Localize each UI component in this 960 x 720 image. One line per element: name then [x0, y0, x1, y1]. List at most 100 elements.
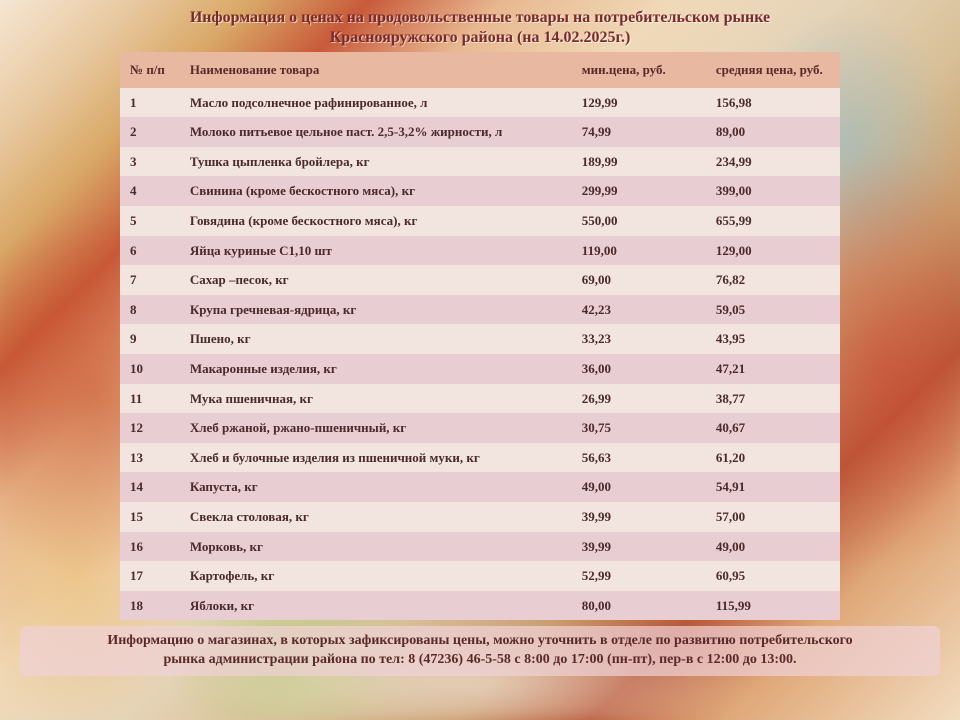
table-row: 2Молоко питьевое цельное паст. 2,5-3,2% … — [120, 117, 840, 147]
title-line1: Информация о ценах на продовольственные … — [190, 9, 770, 26]
table-row: 16Морковь, кг39,9949,00 — [120, 532, 840, 562]
cell-num: 6 — [120, 236, 180, 266]
table-row: 3Тушка цыпленка бройлера, кг189,99234,99 — [120, 147, 840, 177]
col-header-avg: средняя цена, руб. — [706, 52, 840, 88]
footer-line1: Информацию о магазинах, в которых зафикс… — [107, 633, 852, 648]
cell-avg: 655,99 — [706, 206, 840, 236]
cell-num: 1 — [120, 88, 180, 118]
cell-avg: 234,99 — [706, 147, 840, 177]
cell-min: 56,63 — [572, 443, 706, 473]
cell-min: 189,99 — [572, 147, 706, 177]
cell-name: Хлеб ржаной, ржано-пшеничный, кг — [180, 413, 572, 443]
cell-num: 12 — [120, 413, 180, 443]
cell-num: 13 — [120, 443, 180, 473]
cell-name: Сахар –песок, кг — [180, 265, 572, 295]
cell-min: 129,99 — [572, 88, 706, 118]
cell-name: Макаронные изделия, кг — [180, 354, 572, 384]
cell-num: 10 — [120, 354, 180, 384]
cell-name: Свинина (кроме бескостного мяса), кг — [180, 176, 572, 206]
table-row: 8Крупа гречневая-ядрица, кг42,2359,05 — [120, 295, 840, 325]
col-header-num: № п/п — [120, 52, 180, 88]
cell-min: 36,00 — [572, 354, 706, 384]
cell-avg: 399,00 — [706, 176, 840, 206]
cell-min: 80,00 — [572, 591, 706, 621]
cell-num: 15 — [120, 502, 180, 532]
cell-name: Морковь, кг — [180, 532, 572, 562]
cell-min: 33,23 — [572, 324, 706, 354]
cell-avg: 156,98 — [706, 88, 840, 118]
cell-name: Капуста, кг — [180, 472, 572, 502]
cell-num: 8 — [120, 295, 180, 325]
cell-min: 49,00 — [572, 472, 706, 502]
cell-name: Свекла столовая, кг — [180, 502, 572, 532]
price-table-wrap: № п/п Наименование товара мин.цена, руб.… — [120, 52, 840, 620]
cell-num: 4 — [120, 176, 180, 206]
cell-avg: 38,77 — [706, 384, 840, 414]
cell-avg: 54,91 — [706, 472, 840, 502]
table-header-row: № п/п Наименование товара мин.цена, руб.… — [120, 52, 840, 88]
cell-name: Молоко питьевое цельное паст. 2,5-3,2% ж… — [180, 117, 572, 147]
cell-avg: 59,05 — [706, 295, 840, 325]
cell-name: Картофель, кг — [180, 561, 572, 591]
cell-avg: 49,00 — [706, 532, 840, 562]
cell-num: 2 — [120, 117, 180, 147]
cell-min: 52,99 — [572, 561, 706, 591]
cell-min: 39,99 — [572, 502, 706, 532]
cell-num: 18 — [120, 591, 180, 621]
table-row: 17Картофель, кг52,9960,95 — [120, 561, 840, 591]
cell-avg: 115,99 — [706, 591, 840, 621]
cell-min: 26,99 — [572, 384, 706, 414]
cell-name: Яйца куриные С1,10 шт — [180, 236, 572, 266]
cell-name: Пшено, кг — [180, 324, 572, 354]
footer-line2: рынка администрации района по тел: 8 (47… — [163, 652, 796, 667]
table-row: 6Яйца куриные С1,10 шт119,00129,00 — [120, 236, 840, 266]
col-header-name: Наименование товара — [180, 52, 572, 88]
table-row: 11Мука пшеничная, кг26,9938,77 — [120, 384, 840, 414]
cell-avg: 40,67 — [706, 413, 840, 443]
cell-num: 14 — [120, 472, 180, 502]
table-row: 12Хлеб ржаной, ржано-пшеничный, кг30,754… — [120, 413, 840, 443]
cell-avg: 89,00 — [706, 117, 840, 147]
cell-min: 299,99 — [572, 176, 706, 206]
cell-num: 16 — [120, 532, 180, 562]
table-row: 5Говядина (кроме бескостного мяса), кг55… — [120, 206, 840, 236]
cell-avg: 43,95 — [706, 324, 840, 354]
cell-num: 5 — [120, 206, 180, 236]
footer-note: Информацию о магазинах, в которых зафикс… — [20, 626, 940, 676]
table-row: 9Пшено, кг33,2343,95 — [120, 324, 840, 354]
cell-num: 17 — [120, 561, 180, 591]
table-row: 13Хлеб и булочные изделия из пшеничной м… — [120, 443, 840, 473]
cell-min: 30,75 — [572, 413, 706, 443]
cell-num: 3 — [120, 147, 180, 177]
cell-min: 119,00 — [572, 236, 706, 266]
table-row: 18Яблоки, кг80,00115,99 — [120, 591, 840, 621]
cell-avg: 57,00 — [706, 502, 840, 532]
table-row: 10Макаронные изделия, кг36,0047,21 — [120, 354, 840, 384]
col-header-min: мин.цена, руб. — [572, 52, 706, 88]
price-table: № п/п Наименование товара мин.цена, руб.… — [120, 52, 840, 620]
cell-avg: 60,95 — [706, 561, 840, 591]
cell-name: Масло подсолнечное рафинированное, л — [180, 88, 572, 118]
cell-avg: 61,20 — [706, 443, 840, 473]
cell-num: 9 — [120, 324, 180, 354]
cell-name: Тушка цыпленка бройлера, кг — [180, 147, 572, 177]
cell-name: Говядина (кроме бескостного мяса), кг — [180, 206, 572, 236]
cell-avg: 47,21 — [706, 354, 840, 384]
cell-avg: 76,82 — [706, 265, 840, 295]
cell-min: 69,00 — [572, 265, 706, 295]
table-row: 1Масло подсолнечное рафинированное, л129… — [120, 88, 840, 118]
table-row: 4Свинина (кроме бескостного мяса), кг299… — [120, 176, 840, 206]
cell-num: 11 — [120, 384, 180, 414]
cell-name: Мука пшеничная, кг — [180, 384, 572, 414]
cell-min: 42,23 — [572, 295, 706, 325]
cell-name: Яблоки, кг — [180, 591, 572, 621]
table-row: 7Сахар –песок, кг69,0076,82 — [120, 265, 840, 295]
table-row: 15Свекла столовая, кг39,9957,00 — [120, 502, 840, 532]
page-title: Информация о ценах на продовольственные … — [10, 8, 950, 48]
table-row: 14Капуста, кг49,0054,91 — [120, 472, 840, 502]
cell-min: 74,99 — [572, 117, 706, 147]
cell-min: 550,00 — [572, 206, 706, 236]
cell-avg: 129,00 — [706, 236, 840, 266]
cell-num: 7 — [120, 265, 180, 295]
cell-min: 39,99 — [572, 532, 706, 562]
